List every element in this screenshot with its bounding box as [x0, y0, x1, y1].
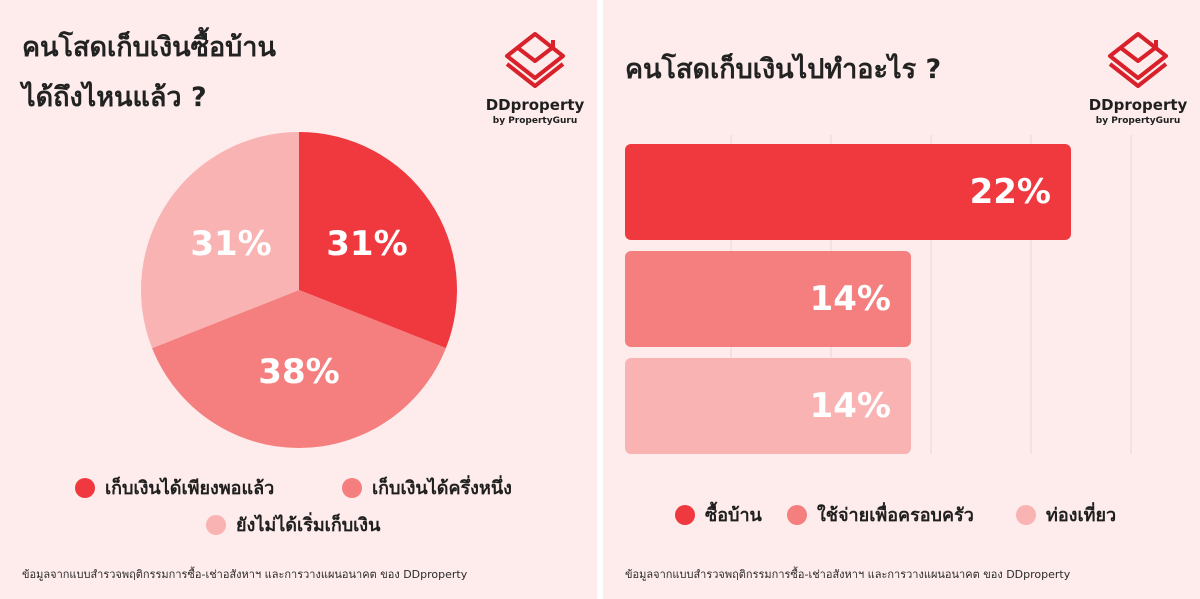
bar-legend-label-3: ท่องเที่ยว — [1046, 505, 1117, 526]
pie-data-label-3: 31% — [190, 224, 271, 264]
ddproperty-logo-icon — [505, 32, 565, 88]
pie-source-note: ข้อมูลจากแบบสำรวจพฤติกรรมการซื้อ-เช่าอสั… — [22, 568, 468, 581]
pie-title-line1: คนโสดเก็บเงินซื้อบ้าน — [22, 32, 276, 63]
bar-title: คนโสดเก็บเงินไปทำอะไร ? — [625, 54, 942, 85]
logo-subtitle: by PropertyGuru — [1095, 116, 1181, 126]
pie-slice-2 — [152, 290, 446, 449]
pie-slice-3 — [141, 132, 299, 349]
bar-data-label-1: 22% — [970, 172, 1051, 212]
bar-legend-item-1: ซื้อบ้าน — [675, 500, 762, 529]
brand-logo-right: DDproperty by PropertyGuru — [1083, 30, 1193, 140]
pie-legend-item-1: เก็บเงินได้เพียงพอแล้ว — [75, 473, 274, 502]
pie-legend-label-3: ยังไม่ได้เริ่มเก็บเงิน — [236, 515, 381, 536]
pie-data-label-1: 31% — [326, 224, 407, 264]
pie-slice-1 — [299, 132, 457, 349]
pie-legend-label-1: เก็บเงินได้เพียงพอแล้ว — [105, 478, 275, 499]
legend-dot-light — [1016, 504, 1036, 525]
bar-data-label-2: 14% — [810, 279, 891, 319]
bar-legend-label-1: ซื้อบ้าน — [705, 505, 762, 526]
pie-legend-item-2: เก็บเงินได้ครึ่งหนึ่ง — [342, 473, 512, 502]
pie-legend-label-2: เก็บเงินได้ครึ่งหนึ่ง — [372, 478, 512, 499]
legend-dot-red — [75, 477, 95, 498]
bar-1 — [625, 144, 1071, 240]
bar-data-label-3: 14% — [810, 386, 891, 426]
brand-logo: DDproperty by PropertyGuru — [480, 30, 590, 140]
bar-legend-label-2: ใช้จ่ายเพื่อครอบครัว — [817, 505, 974, 526]
ddproperty-logo-icon — [1108, 32, 1168, 88]
bar-legend-item-3: ท่องเที่ยว — [1016, 500, 1116, 529]
right-panel: คนโสดเก็บเงินไปทำอะไร ? DDproperty by Pr… — [603, 0, 1200, 599]
pie-title-line2: ได้ถึงไหนแล้ว ? — [22, 82, 207, 113]
pie-title: คนโสดเก็บเงินซื้อบ้าน ได้ถึงไหนแล้ว ? — [22, 23, 276, 123]
legend-dot-mid — [342, 477, 362, 498]
pie-chart: 31% 38% 31% — [141, 132, 457, 449]
pie-legend-item-3: ยังไม่ได้เริ่มเก็บเงิน — [206, 510, 380, 539]
bar-chart: 22% 14% 14% — [625, 135, 1132, 454]
bar-3 — [625, 358, 911, 454]
bar-2 — [625, 251, 911, 347]
pie-data-label-2: 38% — [258, 352, 339, 392]
legend-dot-mid — [787, 504, 807, 525]
logo-name: DDproperty — [485, 96, 585, 114]
legend-dot-red — [675, 504, 695, 525]
left-panel: คนโสดเก็บเงินซื้อบ้าน ได้ถึงไหนแล้ว ? DD… — [0, 0, 597, 599]
bar-legend-item-2: ใช้จ่ายเพื่อครอบครัว — [787, 500, 974, 529]
bar-source-note: ข้อมูลจากแบบสำรวจพฤติกรรมการซื้อ-เช่าอสั… — [625, 568, 1071, 581]
logo-subtitle: by PropertyGuru — [492, 116, 578, 126]
legend-dot-light — [206, 514, 226, 535]
logo-name: DDproperty — [1088, 96, 1188, 114]
